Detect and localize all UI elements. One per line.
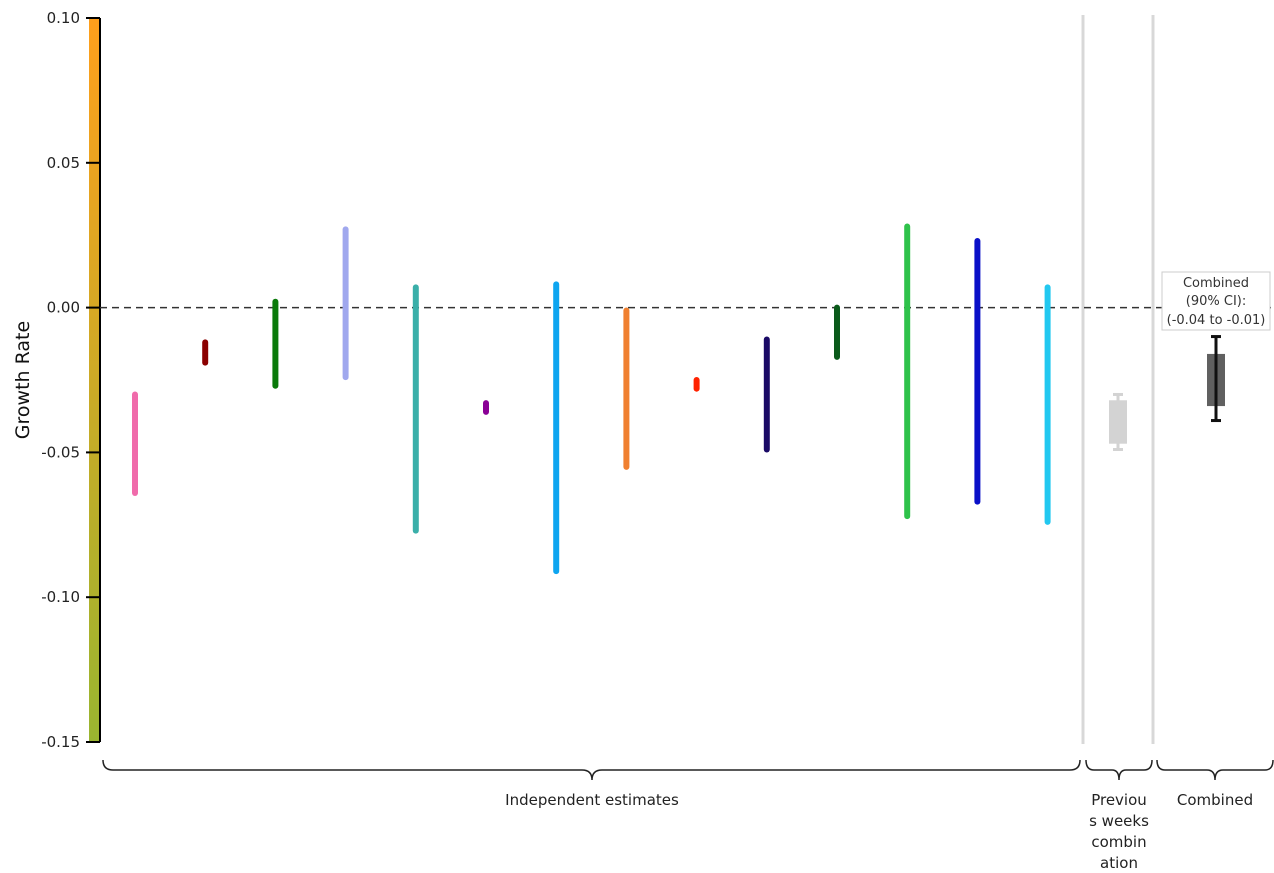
annotation-box: [1161, 271, 1271, 331]
y-tick-label: -0.15: [41, 733, 80, 751]
y-tick-label: 0.00: [47, 299, 80, 317]
group-braces: [102, 759, 1274, 781]
combined-estimate: [1207, 335, 1225, 423]
annotation-line-1: Combined: [1183, 276, 1249, 291]
previous-box: [1109, 400, 1127, 444]
previous-weeks-combination: [1109, 392, 1127, 452]
y-axis-label: Growth Rate: [12, 321, 34, 439]
group-label-independent: Independent estimates: [505, 791, 679, 809]
annotation-line-2: (90% CI):: [1186, 294, 1246, 309]
combined-annotation: Combined (90% CI): (-0.04 to -0.01): [1161, 271, 1271, 331]
independent-estimates: [132, 223, 1051, 575]
group-label-previous-line-1: Previou: [1091, 791, 1147, 809]
y-tick-label: -0.05: [41, 443, 80, 461]
group-label-previous-line-2: s weeks: [1089, 812, 1149, 830]
annotation-line-3: (-0.04 to -0.01): [1167, 313, 1266, 328]
y-axis-color-bar: [89, 18, 100, 742]
group-label-previous-line-3: combin: [1091, 833, 1146, 851]
y-axis-ticks: 0.10 0.05 0.00 -0.05 -0.10 -0.15: [41, 9, 100, 751]
group-label-combined: Combined: [1177, 791, 1253, 809]
group-label-previous-line-4: ation: [1100, 854, 1138, 872]
y-tick-label: 0.10: [47, 9, 80, 27]
brace-previous: [1085, 759, 1153, 781]
y-tick-label: 0.05: [47, 154, 80, 172]
brace-independent: [102, 759, 1081, 781]
y-tick-label: -0.10: [41, 588, 80, 606]
brace-combined: [1156, 759, 1274, 781]
